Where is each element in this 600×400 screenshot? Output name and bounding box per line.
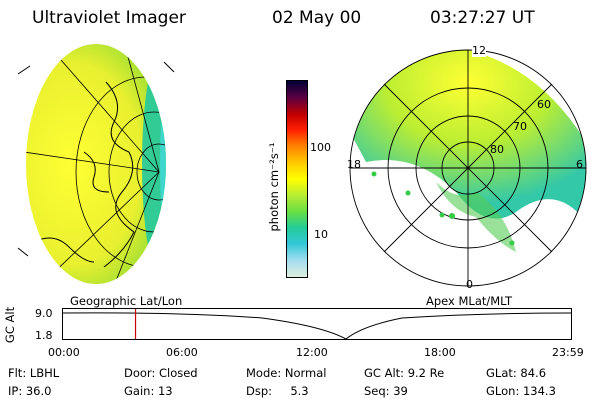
mlt-label-12: 12: [472, 44, 486, 57]
geographic-label: Geographic Lat/Lon: [70, 294, 183, 308]
instrument-title: Ultraviolet Imager: [32, 8, 186, 28]
time-tick-0000: 00:00: [48, 346, 80, 359]
status-glon: GLon: 134.3: [486, 384, 556, 398]
altitude-axis-label: GC Alt: [3, 306, 18, 344]
status-glat: GLat: 84.6: [486, 366, 547, 380]
polar-mlt-plot: [349, 49, 587, 287]
mlt-label-18: 18: [347, 158, 361, 171]
time-tick-1800: 18:00: [424, 346, 456, 359]
time-tick-0600: 06:00: [166, 346, 198, 359]
date-label: 02 May 00: [272, 8, 362, 28]
altitude-tick-high: 9.0: [35, 307, 53, 320]
lat-label-60: 60: [537, 98, 551, 111]
status-seq: Seq: 39: [364, 384, 408, 398]
earth-disk-image: [17, 44, 175, 284]
status-dsp: Dsp: 5.3: [246, 384, 309, 398]
altitude-tick-low: 1.8: [35, 329, 53, 342]
status-flt: Flt: LBHL: [8, 366, 60, 380]
apex-label: Apex MLat/MLT: [426, 294, 513, 308]
status-mode: Mode: Normal: [246, 366, 327, 380]
time-tick-2359: 23:59: [552, 346, 584, 359]
time-label: 03:27:27 UT: [430, 8, 535, 28]
status-ip: IP: 36.0: [8, 384, 52, 398]
mlt-label-6: 6: [576, 158, 583, 171]
lat-label-80: 80: [490, 143, 504, 156]
color-scale-bar: [286, 80, 308, 278]
status-gain: Gain: 13: [124, 384, 173, 398]
altitude-time-plot: [62, 308, 572, 340]
status-gc-alt: GC Alt: 9.2 Re: [364, 366, 445, 380]
mlt-label-0: 0: [466, 278, 473, 291]
colorbar-tick-100: 100: [310, 141, 331, 154]
time-tick-1200: 12:00: [296, 346, 328, 359]
status-door: Door: Closed: [124, 366, 198, 380]
colorbar-tick-10: 10: [314, 228, 328, 241]
lat-label-70: 70: [513, 120, 527, 133]
colorbar-unit-label: photon cm⁻²s⁻¹: [267, 142, 281, 232]
